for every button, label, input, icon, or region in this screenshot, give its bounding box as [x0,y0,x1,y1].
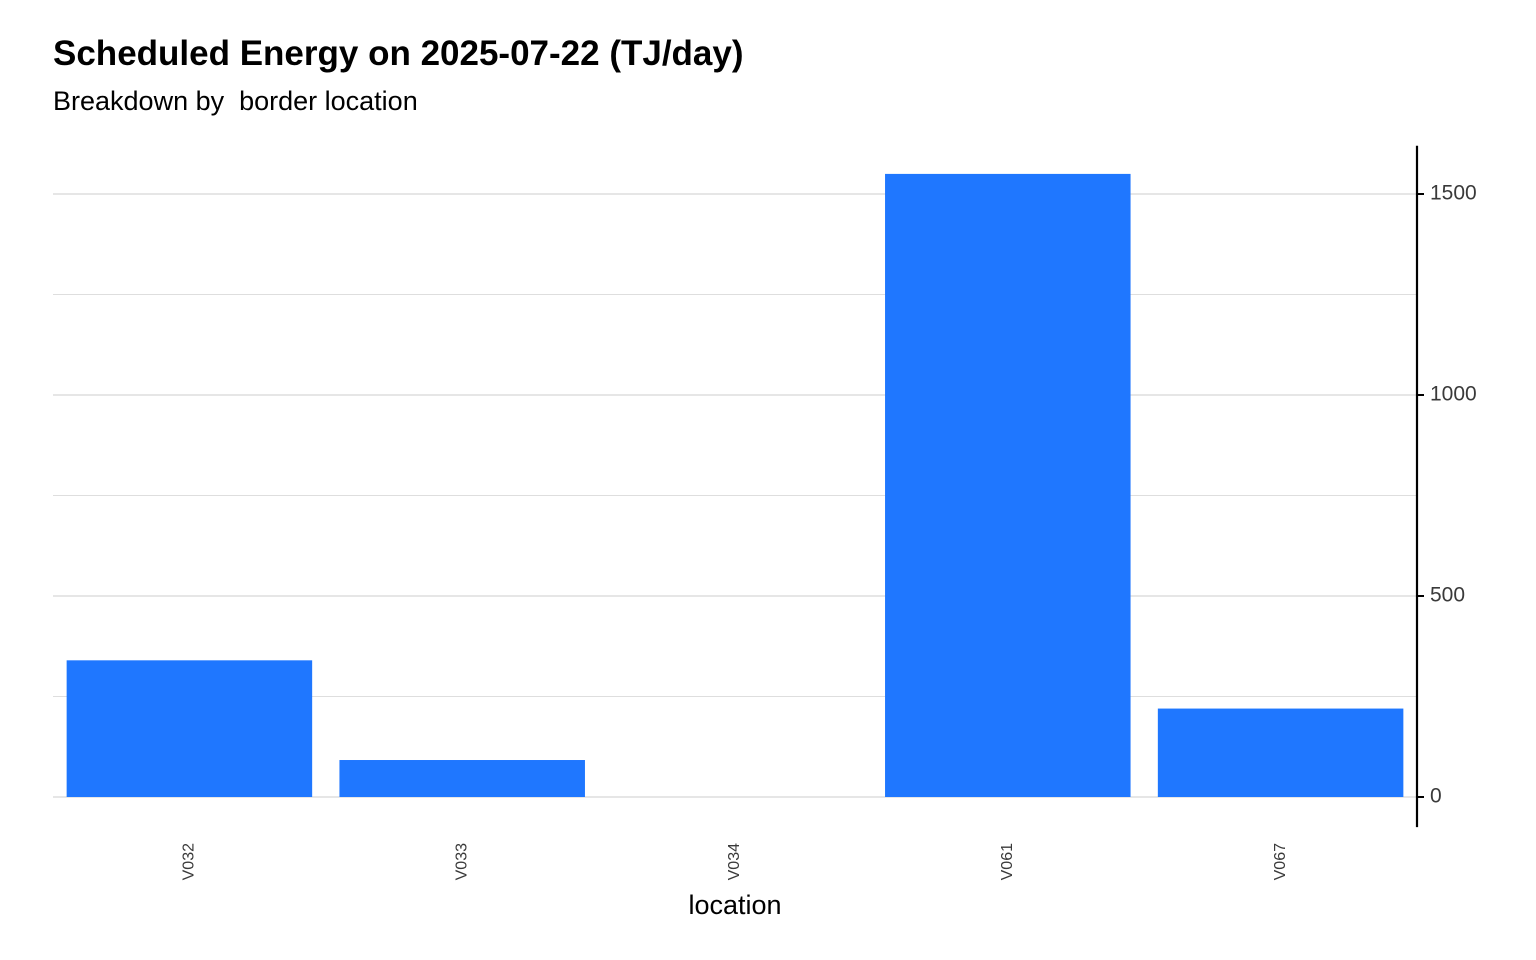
bar-v061 [885,173,1131,797]
bar-v067 [1157,708,1404,797]
x-axis-title: location [688,890,781,920]
y-tick-label: 500 [1430,584,1465,607]
bar-v033 [339,760,585,797]
chart-subtitle: Breakdown by border location [53,86,418,116]
x-tick-label: V067 [1272,843,1289,880]
bar-v032 [66,660,313,797]
x-tick-label: V034 [726,843,743,880]
y-tick-label: 1000 [1430,383,1477,406]
y-tick-label: 1500 [1430,182,1477,205]
x-tick-label: V033 [453,843,470,880]
chart-title: Scheduled Energy on 2025-07-22 (TJ/day) [53,34,744,73]
bars [66,173,1404,797]
x-tick-label: V032 [181,843,198,880]
x-tick-label: V061 [999,843,1016,880]
y-tick-label: 0 [1430,785,1442,808]
x-axis: V032 V033 V034 V061 V067 [181,843,1289,880]
y-axis: 0 500 1000 1500 [1415,145,1477,828]
